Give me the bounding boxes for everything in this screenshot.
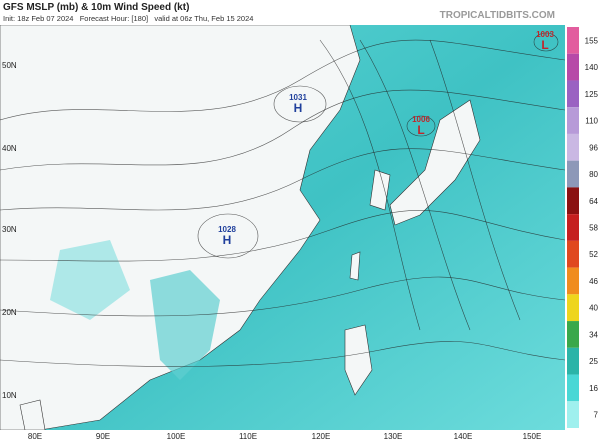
- lon-label: 80E: [28, 432, 42, 441]
- colorbar-label: 58: [589, 224, 598, 233]
- wind-shading: [50, 240, 130, 320]
- pressure-symbol: L: [541, 38, 548, 52]
- lat-label: 50N: [2, 61, 17, 70]
- lat-label: 10N: [2, 391, 17, 400]
- colorbar-swatch: [567, 321, 579, 348]
- colorbar-label: 46: [589, 277, 598, 286]
- isobars: [0, 32, 566, 367]
- wind-shading: [150, 270, 220, 380]
- colorbar-swatch: [567, 214, 579, 241]
- lon-label: 100E: [167, 432, 186, 441]
- colorbar-label: 110: [585, 117, 598, 126]
- lon-label: 150E: [523, 432, 542, 441]
- korea: [369, 169, 391, 211]
- lon-label: 90E: [96, 432, 110, 441]
- colorbar-label: 155: [585, 36, 599, 45]
- colorbar-label: 34: [589, 330, 598, 339]
- pressure-value: 1028: [218, 225, 236, 234]
- lon-label: 120E: [312, 432, 331, 441]
- colorbar-label: 96: [589, 143, 598, 152]
- colorbar-label: 25: [589, 357, 598, 366]
- japan: [389, 99, 481, 226]
- pressure-value: 1006: [412, 115, 430, 124]
- colorbar-label: 125: [585, 90, 599, 99]
- colorbar-swatch: [567, 80, 579, 108]
- colorbar-label: 7: [594, 411, 599, 420]
- colorbar-swatch: [567, 347, 579, 375]
- lon-label: 110E: [239, 432, 257, 441]
- pressure-symbol: H: [223, 233, 232, 247]
- colorbar-swatch: [567, 53, 579, 81]
- taiwan: [349, 251, 361, 281]
- title: GFS MSLP (mb) & 10m Wind Speed (kt): [3, 2, 189, 13]
- colorbar-swatch: [567, 27, 579, 54]
- colorbar-label: 80: [589, 170, 598, 179]
- footer-bar: [0, 430, 600, 442]
- mainland-asia: [0, 24, 361, 431]
- colorbar-label: 52: [589, 250, 598, 259]
- colorbar-label: 140: [585, 63, 599, 72]
- colorbar-swatch: [567, 160, 579, 188]
- pressure-value: 1003: [536, 30, 554, 39]
- pressure-symbol: L: [417, 123, 424, 137]
- colorbar-swatch: [567, 133, 579, 161]
- header-bar: [0, 0, 600, 25]
- colorbar-swatch: [567, 374, 579, 402]
- colorbar-swatch: [567, 267, 579, 295]
- colorbar-label: 16: [589, 384, 598, 393]
- colorbar-label: 40: [589, 304, 598, 313]
- lat-label: 40N: [2, 144, 17, 153]
- colorbar-swatch: [567, 240, 579, 268]
- lat-label: 20N: [2, 308, 17, 317]
- philippines: [344, 324, 373, 396]
- lat-label: 30N: [2, 225, 17, 234]
- colorbar-swatch: [567, 187, 579, 215]
- pressure-value: 1031: [289, 93, 307, 102]
- lon-label: 140E: [454, 432, 473, 441]
- subtitle: Init: 18z Feb 07 2024 Forecast Hour: [18…: [3, 14, 253, 23]
- colorbar-swatch: [567, 401, 579, 428]
- lon-label: 130E: [384, 432, 403, 441]
- pressure-symbol: H: [294, 101, 303, 115]
- colorbar-label: 64: [589, 197, 598, 206]
- colorbar-swatch: [567, 107, 579, 134]
- watermark: TROPICALTIDBITS.COM: [440, 10, 555, 21]
- colorbar-swatch: [567, 294, 579, 322]
